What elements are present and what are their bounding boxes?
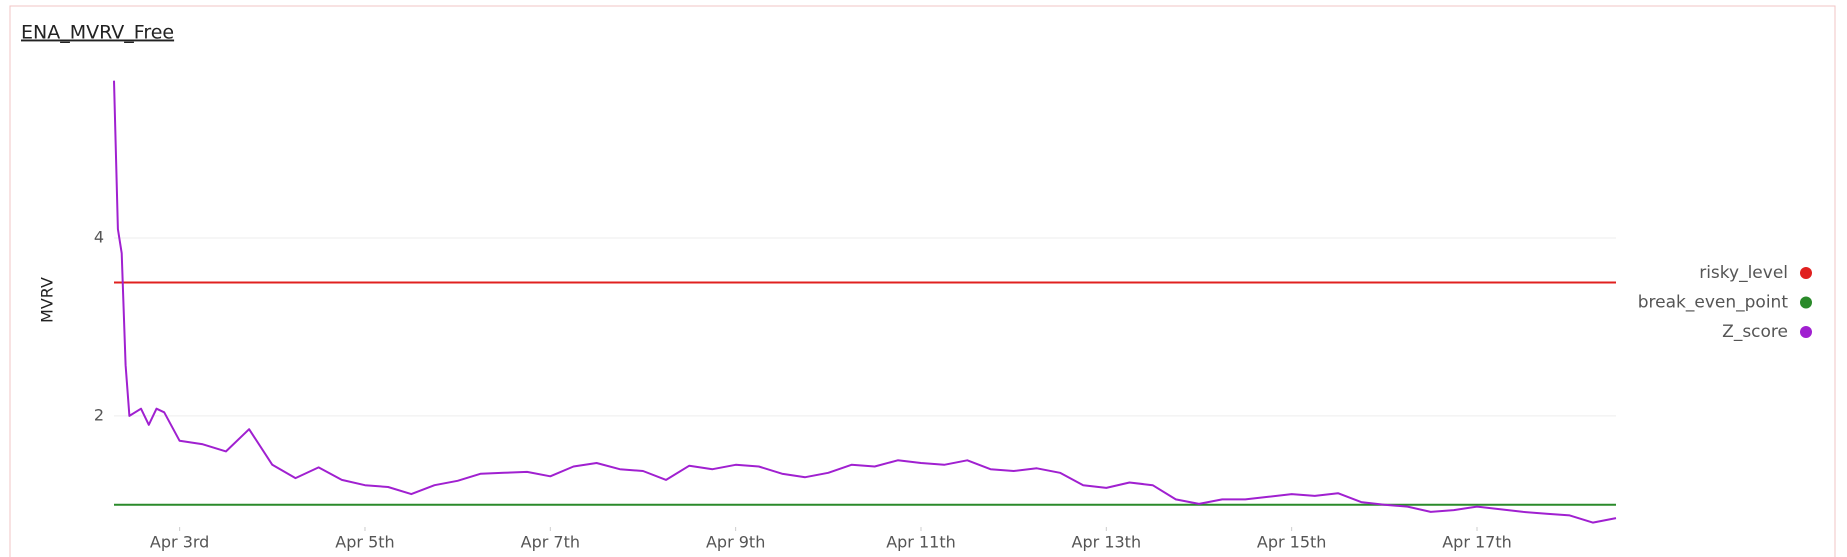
y-tick-label: 2 xyxy=(94,405,104,424)
y-axis-label: MVRV xyxy=(38,277,57,323)
x-tick-label: Apr 11th xyxy=(886,533,956,552)
legend-swatch xyxy=(1800,267,1812,279)
panel-border xyxy=(9,5,1836,557)
series-line xyxy=(113,80,1617,524)
legend-label: break_even_point xyxy=(1638,293,1789,313)
legend-swatch xyxy=(1800,296,1812,309)
x-tick-label: Apr 3rd xyxy=(150,533,209,552)
x-tick-label: Apr 9th xyxy=(706,533,765,552)
x-tick-label: Apr 7th xyxy=(521,533,580,552)
x-tick-label: Apr 13th xyxy=(1072,533,1142,552)
y-tick-label: 4 xyxy=(94,228,104,247)
x-tick-label: Apr 5th xyxy=(335,533,394,552)
x-tick-label: Apr 17th xyxy=(1442,533,1512,552)
legend-swatch xyxy=(1800,326,1812,338)
x-tick-label: Apr 15th xyxy=(1257,533,1327,552)
legend-label: Z_score xyxy=(1722,322,1788,342)
chart-title: ENA_MVRV_Free xyxy=(21,22,174,44)
legend-label: risky_level xyxy=(1699,263,1788,283)
